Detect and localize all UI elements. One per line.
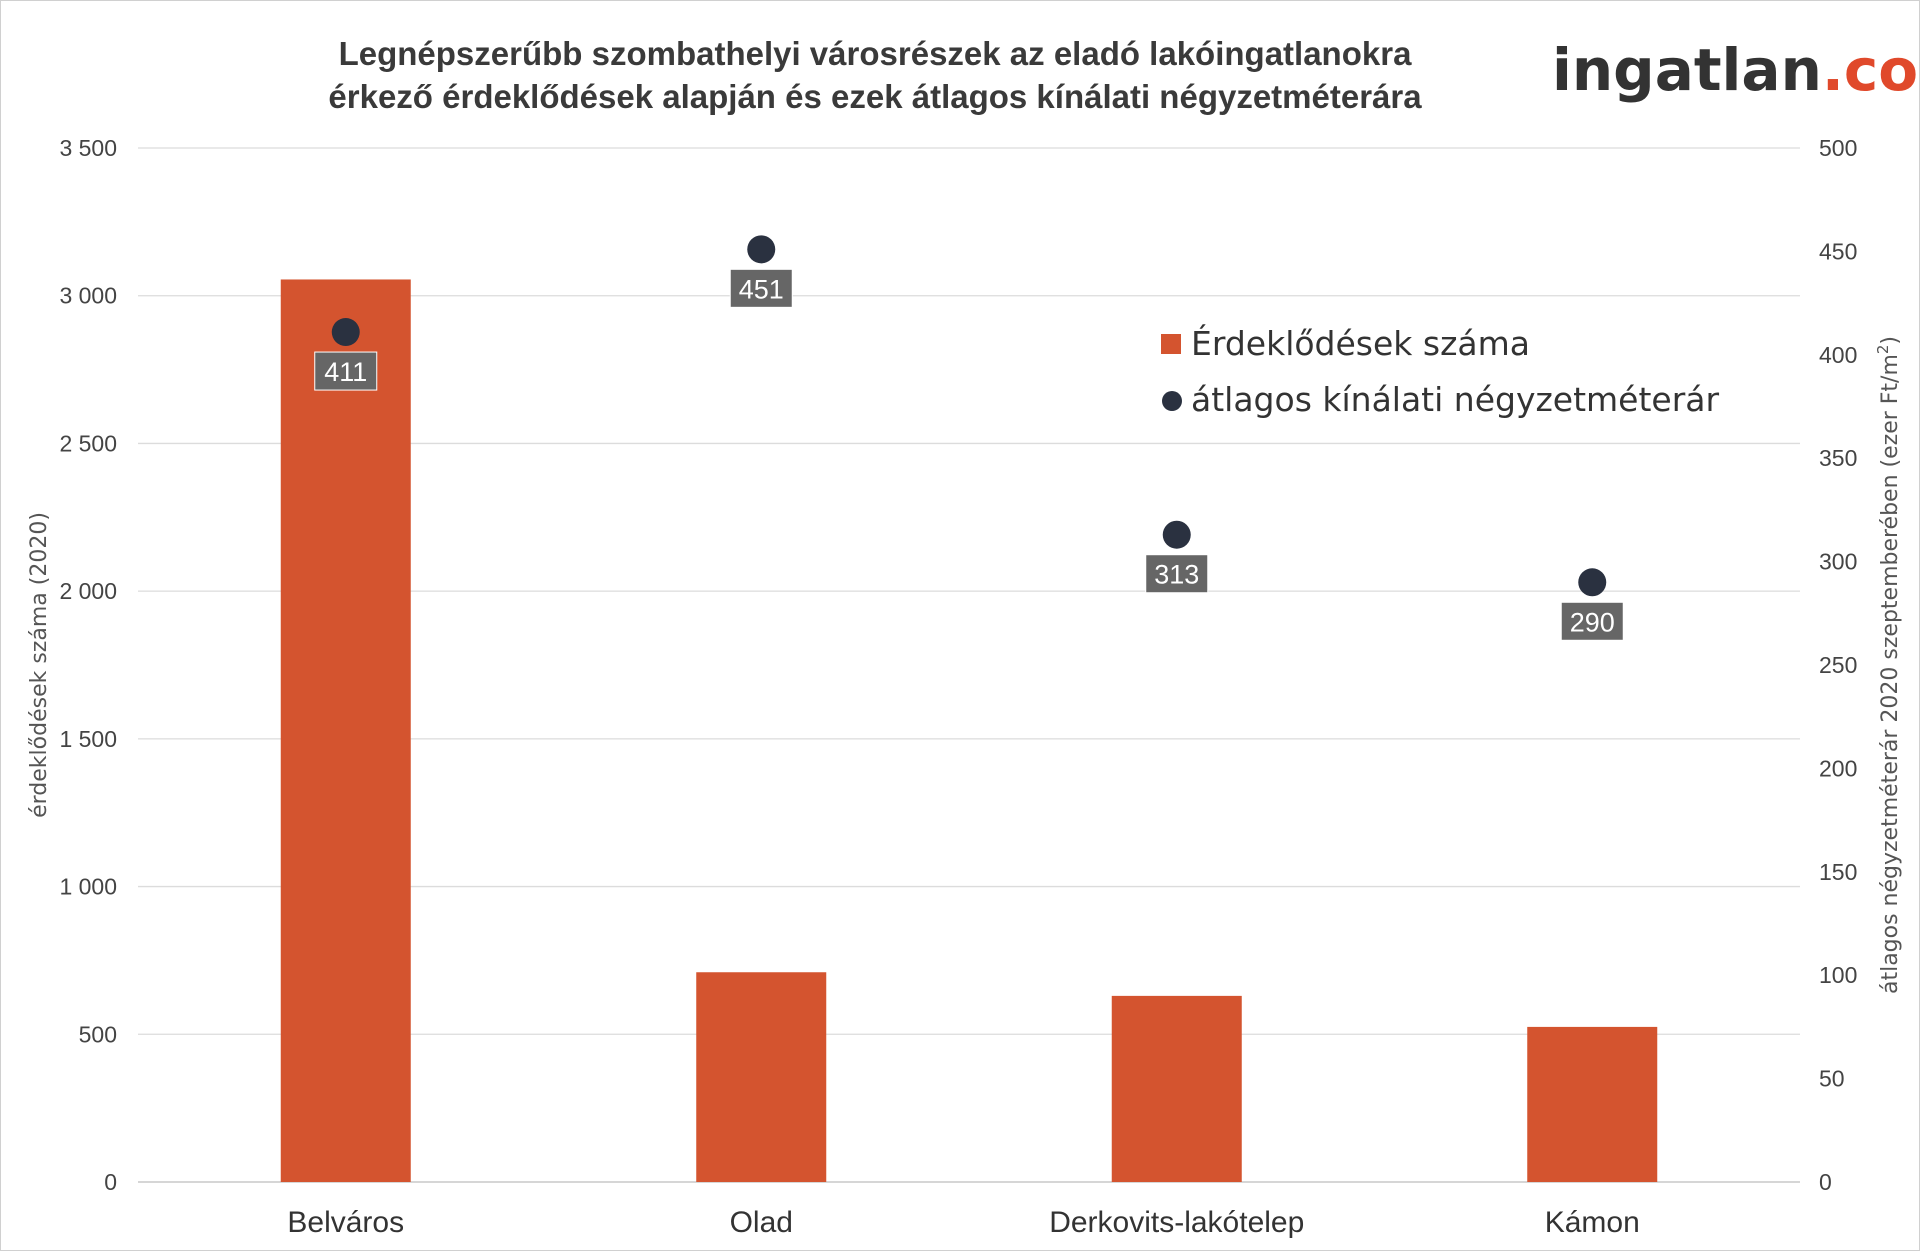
scatter-point (331, 318, 360, 347)
left-axis-title: érdeklődések száma (2020) (27, 512, 52, 818)
data-label: 290 (1570, 607, 1615, 637)
brand-logo-name: ingatlan (1552, 36, 1822, 104)
scatter-point (1162, 520, 1191, 549)
category-label: Olad (730, 1206, 793, 1239)
data-label: 451 (739, 274, 784, 304)
category-label: Belváros (287, 1206, 404, 1239)
data-label-box (1145, 554, 1209, 594)
scatter-point (747, 235, 776, 264)
bar (1527, 1026, 1658, 1182)
data-label: 411 (324, 357, 367, 387)
bar (1111, 995, 1242, 1182)
right-tick-label: 250 (1819, 652, 1857, 678)
left-axis-ticks: 0 500 1 000 1 500 2 000 2 500 3 000 3 500 (59, 135, 117, 1195)
left-tick-label: 2 000 (59, 578, 117, 604)
right-tick-label: 50 (1819, 1066, 1845, 1092)
chart-title-line-1: Legnépszerűbb szombathelyi városrészek a… (339, 35, 1413, 72)
legend-dot-swatch (1162, 391, 1182, 411)
right-tick-label: 150 (1819, 859, 1857, 885)
category-label: Kámon (1545, 1206, 1640, 1239)
left-tick-label: 500 (79, 1021, 117, 1047)
bar (280, 279, 411, 1183)
legend-bar-swatch (1161, 334, 1181, 354)
right-tick-label: 500 (1819, 135, 1857, 161)
left-tick-label: 2 500 (59, 430, 117, 456)
right-axis-title: átlagos négyzetméterár 2020 szeptemberéb… (1874, 336, 1903, 994)
scatter-point (1578, 568, 1607, 597)
category-label: Derkovits-lakótelep (1049, 1206, 1304, 1239)
legend-dot-label: átlagos kínálati négyzetméterár (1191, 380, 1720, 419)
data-label-box (314, 351, 378, 391)
bar (696, 972, 827, 1182)
right-tick-label: 400 (1819, 342, 1857, 368)
scatter-series: 411 451 313 290 (314, 235, 1624, 641)
category-labels: Belváros Olad Derkovits-lakótelep Kámon (287, 1206, 1639, 1239)
brand-logo: ingatlan.com (1552, 36, 1920, 104)
data-label-box (1560, 601, 1624, 641)
right-tick-label: 300 (1819, 549, 1857, 575)
left-tick-label: 0 (104, 1169, 117, 1195)
left-tick-label: 3 500 (59, 135, 117, 161)
brand-logo-domain: .com (1822, 36, 1920, 104)
chart-title-line-2: érkező érdeklődések alapján és ezek átla… (328, 78, 1422, 115)
gridlines (138, 147, 1800, 1183)
legend-bar-label: Érdeklődések száma (1191, 323, 1530, 363)
left-tick-label: 1 500 (59, 726, 117, 752)
right-tick-label: 450 (1819, 238, 1857, 264)
data-label: 313 (1154, 560, 1199, 590)
right-tick-label: 350 (1819, 445, 1857, 471)
right-tick-label: 100 (1819, 962, 1857, 988)
bar-series (280, 279, 1658, 1183)
left-tick-label: 1 000 (59, 874, 117, 900)
left-tick-label: 3 000 (59, 283, 117, 309)
right-tick-label: 0 (1819, 1169, 1832, 1195)
right-axis-ticks: 0 50 100 150 200 250 300 350 400 450 500 (1819, 135, 1857, 1195)
right-tick-label: 200 (1819, 755, 1857, 781)
legend: Érdeklődések száma átlagos kínálati négy… (1161, 323, 1720, 419)
data-label-box (729, 268, 793, 308)
